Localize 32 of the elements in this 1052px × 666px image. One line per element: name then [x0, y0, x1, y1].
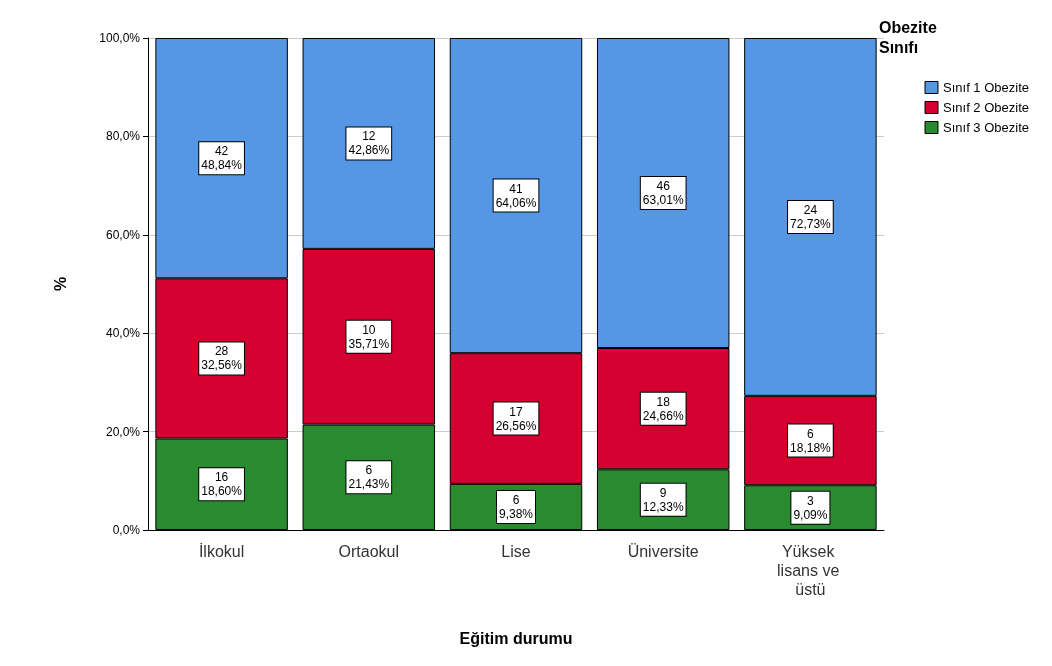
legend-label: Sınıf 1 Obezite — [943, 80, 1030, 95]
data-label: 3 9,09% — [793, 493, 828, 522]
y-tick-label: 100,0% — [99, 31, 141, 45]
data-label: 6 21,43% — [348, 463, 390, 492]
legend-title: Obezite Sınıfı — [879, 18, 942, 56]
y-axis-title: % — [51, 276, 69, 292]
y-tick-label: 60,0% — [105, 227, 141, 242]
data-label: 46 63,01% — [642, 179, 684, 207]
data-label: 28 32,56% — [201, 344, 243, 373]
data-label: 6 18,18% — [790, 426, 832, 455]
x-tick-label: Lise — [501, 543, 531, 560]
y-tick-label: 40,0% — [105, 326, 141, 341]
data-label: 42 48,84% — [201, 144, 243, 173]
data-label: 10 35,71% — [348, 322, 390, 351]
data-label: 12 42,86% — [348, 129, 390, 158]
data-label: 18 24,66% — [642, 394, 684, 423]
data-label: 6 9,38% — [498, 492, 534, 521]
legend-label: Sınıf 2 Obezite — [943, 100, 1030, 115]
x-tick-label: Yüksek lisans ve üstü — [777, 543, 844, 598]
data-label: 16 18,60% — [201, 470, 243, 499]
y-tick-label: 20,0% — [105, 424, 141, 439]
data-label: 17 26,56% — [495, 404, 537, 433]
data-label: 24 72,73% — [790, 202, 832, 231]
data-label: 41 64,06% — [495, 181, 537, 210]
y-tick-label: 0,0% — [112, 523, 141, 537]
x-tick-label: İlkokul — [198, 542, 245, 560]
legend-label: Sınıf 3 Obezite — [943, 120, 1030, 135]
y-tick-label: 80,0% — [105, 129, 141, 144]
x-tick-label: Ortaokul — [338, 543, 400, 560]
data-label: 9 12,33% — [642, 485, 684, 514]
x-axis-title: Eğitim durumu — [459, 629, 573, 647]
x-tick-label: Üniversite — [627, 543, 699, 560]
